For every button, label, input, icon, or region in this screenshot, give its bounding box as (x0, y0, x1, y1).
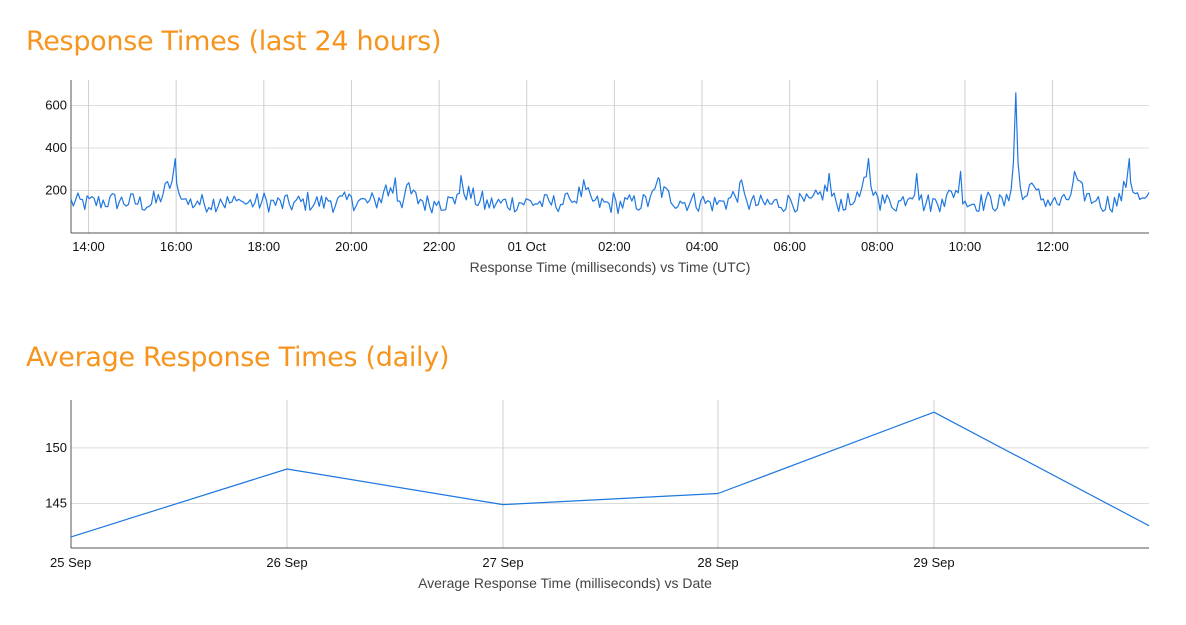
y-tick-label: 145 (45, 495, 67, 510)
x-tick-label: 29 Sep (913, 555, 954, 570)
x-tick-label: 16:00 (160, 239, 193, 254)
chart-title-response-times: Response Times (last 24 hours) (26, 26, 442, 57)
response-times-chart: 200 400 600 14:00 16:00 18:00 20:00 22:00 01 Oct… (45, 80, 1150, 275)
x-tick-label: 28 Sep (697, 555, 738, 570)
x-tick-label: 26 Sep (266, 555, 307, 570)
x-tick-label: 10:00 (949, 239, 982, 254)
x-tick-label: 22:00 (423, 239, 456, 254)
x-tick-label: 06:00 (773, 239, 806, 254)
x-axis-label: Response Time (milliseconds) vs Time (UT… (470, 259, 751, 275)
series-line-average-response-time (70, 411, 1150, 538)
x-tick-label: 08:00 (861, 239, 894, 254)
y-tick-label: 200 (45, 183, 67, 198)
x-tick-label: 12:00 (1036, 239, 1069, 254)
x-tick-label: 02:00 (598, 239, 631, 254)
chart-title-average-response-times: Average Response Times (daily) (26, 342, 450, 373)
y-tick-label: 400 (45, 140, 67, 155)
y-tick-label: 150 (45, 440, 67, 455)
x-tick-label: 14:00 (72, 239, 105, 254)
x-tick-label: 20:00 (335, 239, 368, 254)
x-tick-label: 01 Oct (508, 239, 547, 254)
x-tick-label: 25 Sep (50, 555, 91, 570)
average-response-times-chart: 145 150 25 Sep 26 Sep 27 Sep 28 Sep 29 Sep Aver… (45, 400, 1150, 591)
x-axis-label: Average Response Time (milliseconds) vs … (418, 575, 712, 591)
x-tick-label: 18:00 (248, 239, 281, 254)
x-tick-label: 04:00 (686, 239, 719, 254)
series-line-response-time (70, 92, 1150, 215)
y-tick-label: 600 (45, 98, 67, 113)
x-tick-label: 27 Sep (482, 555, 523, 570)
